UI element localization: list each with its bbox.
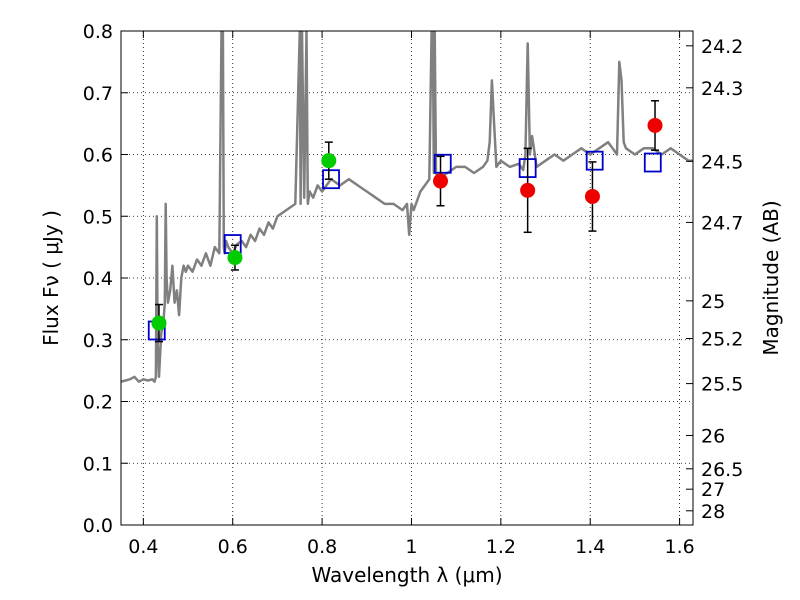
y-tick-label: 0.5 (83, 206, 113, 228)
y2-tick-label: 27 (701, 479, 725, 501)
y-tick-label: 0.3 (83, 330, 113, 352)
y-tick-label: 0.4 (83, 268, 113, 290)
observed-point (520, 182, 536, 198)
y2-tick-label: 24.2 (701, 36, 743, 58)
observed-point (647, 117, 663, 133)
x-tick-label: 1.6 (664, 536, 694, 558)
model-square-marker (643, 152, 662, 173)
plot-frame (120, 30, 694, 526)
y2-tick-label: 24.3 (701, 78, 743, 100)
y2-axis-label: Magnitude (AB) (759, 200, 783, 355)
y-axis-label: Flux Fν ( μJy ) (39, 210, 63, 346)
y2-tick-label: 25.2 (701, 329, 743, 351)
observed-point (433, 173, 449, 189)
x-tick-label: 0.6 (218, 536, 248, 558)
model-square-marker (585, 150, 604, 171)
observed-point (227, 250, 243, 266)
y-tick-label: 0.8 (83, 21, 113, 43)
x-tick-label: 0.8 (307, 536, 337, 558)
x-tick-label: 0.4 (128, 536, 158, 558)
x-axis-label: Wavelength λ (μm) (311, 563, 502, 587)
x-tick-label: 1.4 (575, 536, 605, 558)
y-tick-label: 0.0 (83, 515, 113, 537)
model-square-marker (322, 169, 340, 190)
y-tick-label: 0.7 (83, 83, 113, 105)
observed-point (321, 153, 337, 169)
y2-tick-label: 26 (701, 425, 725, 447)
x-tick-label: 1.2 (486, 536, 516, 558)
y2-tick-label: 24.7 (701, 212, 743, 234)
y-tick-label: 0.1 (83, 453, 113, 475)
plot-area (121, 31, 693, 383)
y2-tick-label: 25.5 (701, 374, 743, 396)
tick-layer: 0.4 0.6 0.8 1 1.2 1.4 1.6 0.0 0.1 0.2 0.3 0.4 0.5 0.6… (83, 21, 744, 558)
y-tick-label: 0.6 (83, 145, 113, 167)
y2-tick-label: 24.5 (701, 151, 743, 173)
grid-layer (121, 30, 693, 526)
spectrum-line (121, 31, 693, 383)
observed-point (584, 188, 600, 204)
series-layer (121, 31, 693, 383)
y2-tick-label: 26.5 (701, 459, 743, 481)
model-square-marker (433, 153, 452, 174)
x-tick-label: 1 (405, 536, 417, 558)
y2-tick-label: 25 (701, 291, 725, 313)
observed-point (151, 315, 167, 331)
y2-tick-label: 28 (701, 501, 725, 523)
y-tick-label: 0.2 (83, 392, 113, 414)
